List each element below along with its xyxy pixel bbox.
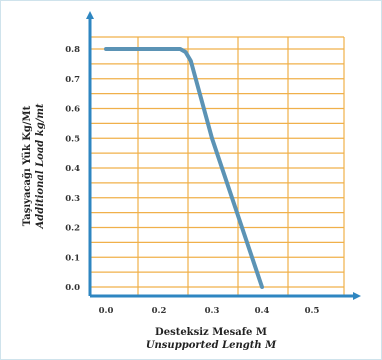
x-tick-label: 0.2 bbox=[152, 306, 167, 316]
y-tick-label: 0.1 bbox=[65, 253, 80, 263]
y-tick-label: 0.7 bbox=[65, 75, 80, 85]
x-axis-title-tr: Desteksiz Mesafe M bbox=[155, 327, 267, 338]
y-axis-title-en: Additional Load kg/mt bbox=[35, 103, 46, 229]
x-tick-label: 0.0 bbox=[99, 306, 114, 316]
x-axis-title-en: Unsupported Length M bbox=[146, 340, 277, 351]
y-tick-label: 0.2 bbox=[65, 224, 80, 234]
axes bbox=[86, 11, 361, 300]
y-tick-label: 0.5 bbox=[65, 134, 80, 144]
y-tick-label: 0.3 bbox=[65, 194, 80, 204]
x-tick-label: 0.5 bbox=[305, 306, 320, 316]
tick-labels: 0.0 0.1 0.2 0.3 0.4 0.5 0.6 0.7 0.8 0.0 0.2 0.3 0.4 0… bbox=[65, 45, 319, 316]
y-tick-label: 0.0 bbox=[65, 283, 80, 293]
x-tick-label: 0.4 bbox=[255, 306, 270, 316]
series-layer bbox=[104, 47, 264, 289]
y-tick-label: 0.8 bbox=[65, 45, 80, 55]
x-tick-label: 0.3 bbox=[205, 306, 220, 316]
grid bbox=[89, 36, 345, 296]
load-curve-line bbox=[104, 47, 264, 289]
y-tick-label: 0.6 bbox=[65, 105, 80, 115]
y-axis-title-tr: Taşıyacağı Yük Kg/Mt bbox=[22, 105, 33, 226]
y-tick-label: 0.4 bbox=[65, 164, 80, 174]
